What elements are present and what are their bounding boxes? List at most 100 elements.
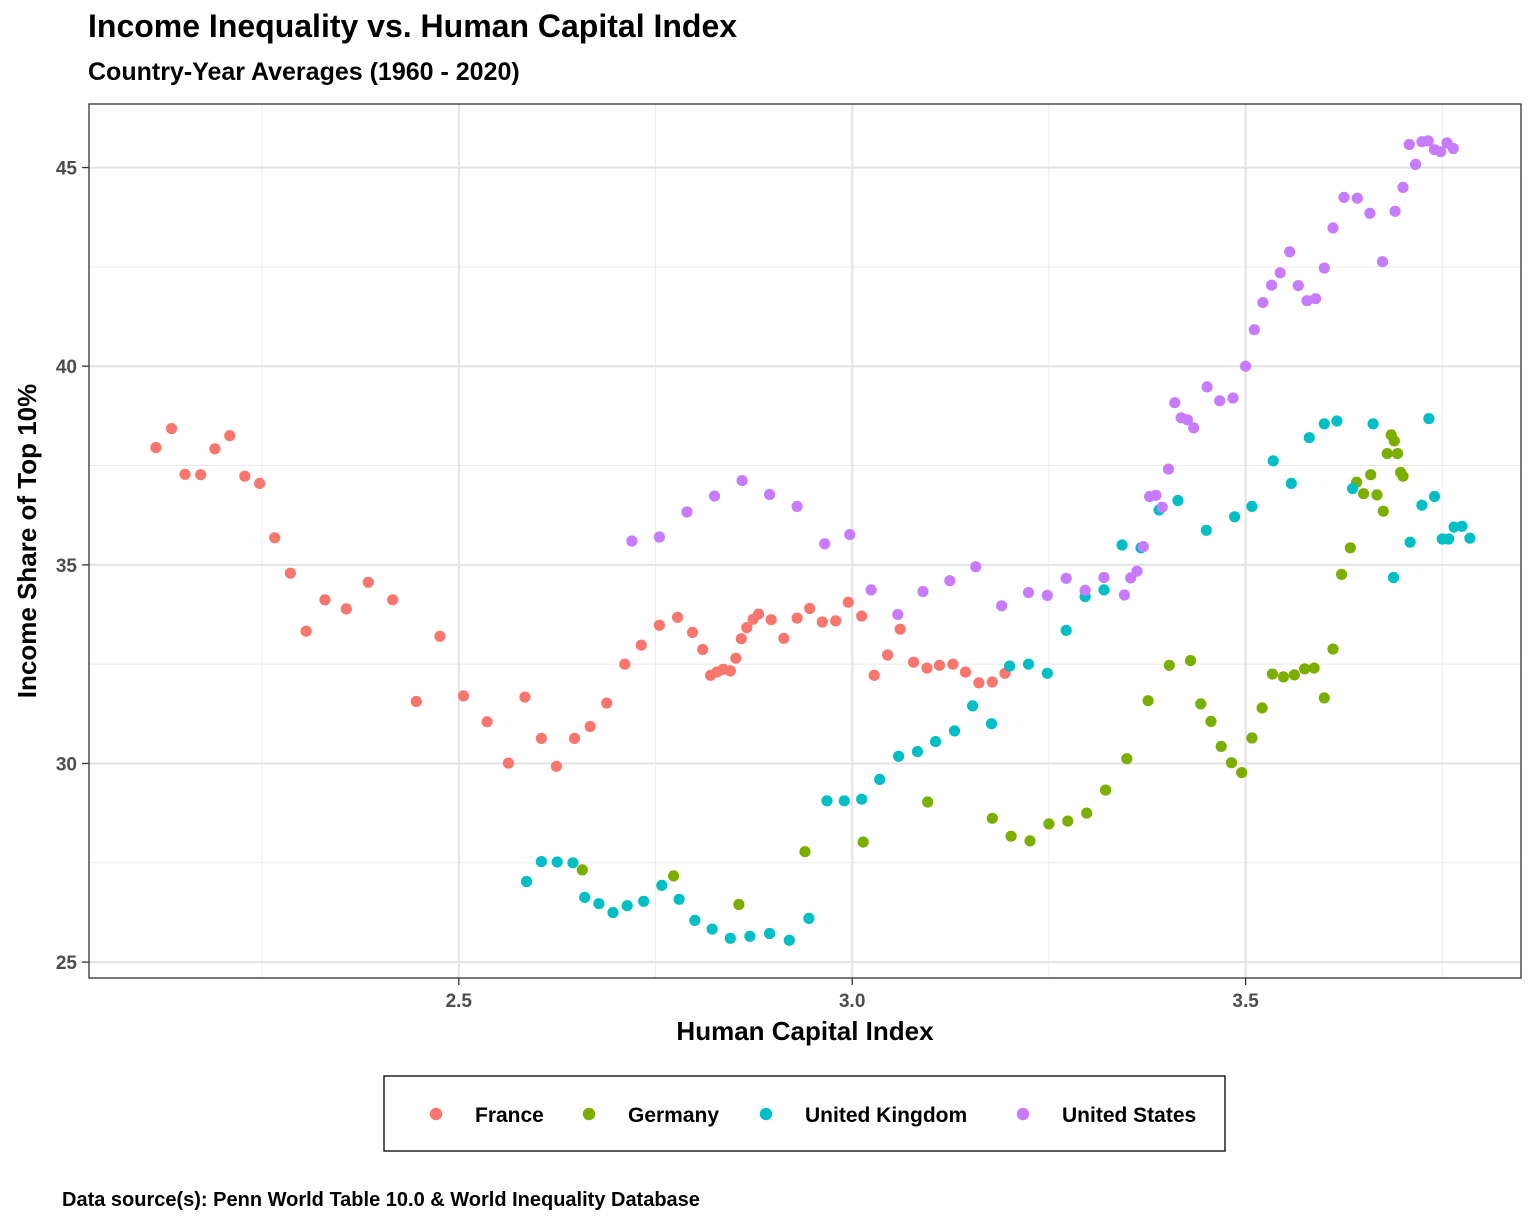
data-point-germany <box>1358 488 1370 500</box>
data-point-france <box>856 610 868 622</box>
data-point-germany <box>1365 469 1377 481</box>
data-point-united-kingdom <box>1098 584 1110 596</box>
data-point-united-kingdom <box>656 879 668 892</box>
data-point-germany <box>986 812 998 824</box>
data-point-germany <box>1299 663 1311 675</box>
legend-key-united-states <box>1016 1107 1030 1121</box>
data-point-united-kingdom <box>551 856 563 868</box>
data-point-united-states <box>1364 207 1376 219</box>
x-axis-ticks: 2.5 3.0 3.5 <box>446 978 1259 1012</box>
data-point-united-states <box>708 490 721 502</box>
data-point-france <box>842 596 854 608</box>
data-point-united-states <box>1248 324 1260 336</box>
data-point-france <box>224 430 236 442</box>
legend-label-germany: Germany <box>628 1104 719 1127</box>
data-point-united-states <box>1447 142 1459 155</box>
data-point-germany <box>1336 568 1348 581</box>
y-axis-ticks: 25 30 35 40 45 <box>56 159 89 974</box>
data-point-germany <box>1225 757 1238 769</box>
data-point-united-states <box>970 561 982 573</box>
data-point-germany <box>1215 740 1227 753</box>
data-point-france <box>671 611 684 623</box>
data-point-germany <box>1318 692 1330 704</box>
data-point-united-kingdom <box>621 900 633 912</box>
data-point-united-kingdom <box>689 914 701 927</box>
data-point-united-states <box>764 488 776 501</box>
data-point-united-kingdom <box>1423 413 1435 425</box>
data-point-germany <box>1327 643 1339 655</box>
data-point-united-kingdom <box>1200 524 1212 536</box>
legend-box <box>383 1075 1226 1152</box>
data-point-germany <box>1195 698 1207 710</box>
data-point-united-kingdom <box>579 891 591 904</box>
data-point-germany <box>1266 668 1278 680</box>
data-point-united-kingdom <box>764 927 776 940</box>
data-point-france <box>457 690 470 702</box>
data-point-united-kingdom <box>821 795 833 807</box>
data-point-france <box>804 602 816 615</box>
data-point-germany <box>1121 753 1133 765</box>
data-point-france <box>519 691 531 703</box>
data-point-united-kingdom <box>1456 520 1468 532</box>
data-point-united-states <box>1131 565 1143 577</box>
data-point-united-states <box>1098 571 1110 584</box>
data-point-germany <box>1377 505 1389 517</box>
legend-label-united-states: United States <box>1062 1104 1196 1127</box>
data-point-france <box>765 614 777 626</box>
data-point-germany <box>922 796 934 808</box>
data-point-united-states <box>653 531 666 543</box>
legend-label-united-kingdom: United Kingdom <box>805 1104 967 1127</box>
data-point-united-kingdom <box>911 746 924 758</box>
data-point-united-states <box>1422 135 1434 147</box>
data-point-united-kingdom <box>1428 490 1441 503</box>
data-point-france <box>481 716 493 728</box>
data-point-united-kingdom <box>607 906 619 919</box>
data-point-germany <box>1388 435 1400 447</box>
data-point-germany <box>1236 767 1248 779</box>
data-point-united-kingdom <box>673 893 685 905</box>
data-point-united-states <box>1327 222 1339 234</box>
data-point-united-kingdom <box>1331 415 1343 427</box>
data-point-united-states <box>819 538 831 550</box>
data-point-france <box>269 532 281 544</box>
data-point-france <box>239 470 251 482</box>
data-point-france <box>686 626 699 639</box>
data-point-germany <box>1062 815 1074 827</box>
data-point-germany <box>1100 784 1112 796</box>
data-point-germany <box>733 898 745 911</box>
data-point-france <box>986 676 998 688</box>
y-tick-label: 35 <box>56 556 78 577</box>
data-point-united-states <box>1301 295 1313 307</box>
data-point-united-states <box>1403 138 1415 151</box>
data-point-united-states <box>1292 280 1304 292</box>
data-point-united-states <box>1227 392 1239 404</box>
data-point-france <box>778 632 790 644</box>
data-point-france <box>319 594 331 606</box>
data-point-united-states <box>1284 246 1296 258</box>
data-point-united-kingdom <box>1404 536 1416 548</box>
data-point-united-kingdom <box>1116 539 1128 551</box>
data-point-france <box>300 625 312 637</box>
data-point-france <box>150 442 162 454</box>
data-point-united-kingdom <box>638 895 650 907</box>
data-point-france <box>550 760 563 772</box>
data-point-united-kingdom <box>1318 418 1330 430</box>
data-point-united-kingdom <box>1347 483 1359 495</box>
data-point-united-states <box>1318 262 1330 274</box>
data-point-united-kingdom <box>1416 499 1428 511</box>
legend-label-france: France <box>475 1104 544 1127</box>
data-point-germany <box>1246 732 1258 744</box>
data-point-united-kingdom <box>567 857 579 869</box>
data-point-france <box>947 658 959 670</box>
data-point-germany <box>1381 448 1393 460</box>
data-point-united-states <box>1274 267 1286 279</box>
data-point-france <box>730 652 742 664</box>
data-point-united-states <box>865 584 877 596</box>
data-point-france <box>830 615 842 627</box>
data-point-united-kingdom <box>1285 477 1297 489</box>
data-point-united-states <box>944 575 956 587</box>
data-point-united-states <box>626 535 638 547</box>
y-tick-label: 30 <box>56 754 77 775</box>
data-point-united-kingdom <box>783 934 795 946</box>
